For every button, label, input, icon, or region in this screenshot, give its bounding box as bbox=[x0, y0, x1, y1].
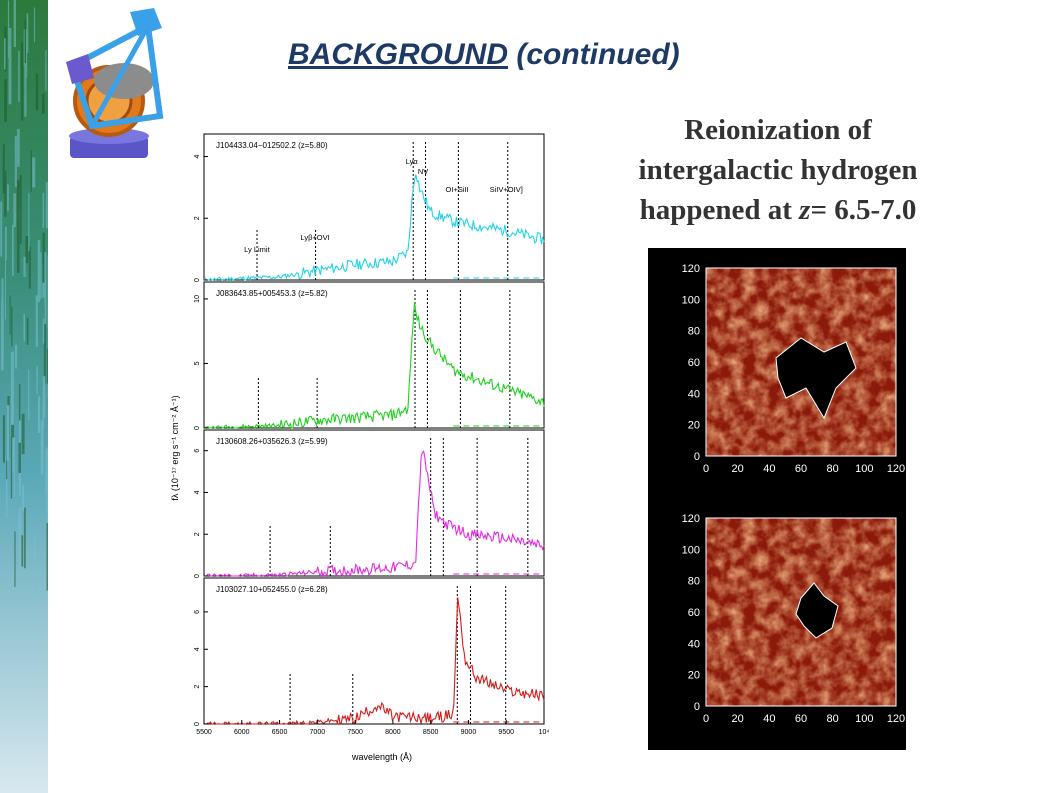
spectrum-line bbox=[203, 597, 545, 726]
x-tick-label: 0 bbox=[703, 463, 709, 475]
panel-label: J083643.85+005453.3 (z=5.82) bbox=[216, 289, 328, 298]
emission-line-label: Ly Limit bbox=[244, 245, 270, 254]
x-tick-label: 6000 bbox=[234, 729, 250, 736]
x-tick-label: 40 bbox=[763, 463, 775, 475]
x-tick-label: 80 bbox=[827, 713, 839, 725]
y-tick-label: 0 bbox=[194, 574, 201, 578]
y-tick-label: 40 bbox=[688, 388, 700, 400]
emission-line-label: Lyα bbox=[406, 157, 419, 166]
y-tick-label: 80 bbox=[688, 576, 700, 588]
subtitle-line-3-rest: = 6.5-7.0 bbox=[810, 194, 917, 226]
y-tick-label: 120 bbox=[682, 513, 700, 525]
subtitle-variable-z: z bbox=[799, 194, 811, 226]
panel-label: J104433.04−012502.2 (z=5.80) bbox=[216, 141, 328, 150]
x-tick-label: 8500 bbox=[423, 729, 439, 736]
y-tick-label: 100 bbox=[682, 544, 700, 556]
reionization-simulation-maps: 0020204040606080801001001201200020204040… bbox=[648, 248, 906, 750]
y-axis-label: fλ (10⁻¹⁷ erg s⁻¹ cm⁻² Å⁻¹) bbox=[170, 395, 180, 500]
x-tick-label: 60 bbox=[795, 713, 807, 725]
x-tick-label: 8000 bbox=[385, 729, 401, 736]
spectrum-line bbox=[204, 450, 545, 579]
y-tick-label: 60 bbox=[688, 357, 700, 369]
x-tick-label: 10⁴ bbox=[539, 729, 550, 736]
y-tick-label: 5 bbox=[194, 361, 201, 365]
spectrum-line bbox=[203, 174, 545, 282]
spectrum-panel: J104433.04−012502.2 (z=5.80) 0 2 4 bbox=[194, 133, 545, 282]
x-tick-label: 0 bbox=[703, 713, 709, 725]
y-tick-label: 20 bbox=[688, 670, 700, 682]
ionized-region bbox=[795, 582, 839, 639]
x-tick-label: 120 bbox=[887, 463, 905, 475]
y-tick-label: 6 bbox=[194, 449, 201, 453]
x-tick-label: 7500 bbox=[347, 729, 363, 736]
x-tick-label: 40 bbox=[763, 713, 775, 725]
emission-line-label: SiIV+OIV] bbox=[490, 185, 523, 194]
panel-frame bbox=[203, 577, 545, 725]
emission-line-label: Lyβ+OVI bbox=[300, 233, 329, 242]
x-tick-label: 100 bbox=[855, 713, 873, 725]
y-tick-label: 0 bbox=[194, 722, 201, 726]
y-tick-label: 4 bbox=[194, 490, 201, 494]
x-axis-label: wavelength (Å) bbox=[351, 752, 412, 762]
spectrum-panel: J083643.85+005453.3 (z=5.82) 0 5 10 bbox=[194, 281, 545, 431]
y-tick-label: 0 bbox=[694, 451, 700, 463]
x-tick-label: 100 bbox=[855, 463, 873, 475]
title-rest: (continued) bbox=[508, 38, 680, 71]
y-tick-label: 80 bbox=[688, 326, 700, 338]
x-tick-label: 20 bbox=[732, 713, 744, 725]
x-tick-label: 60 bbox=[795, 463, 807, 475]
y-tick-label: 2 bbox=[194, 532, 201, 536]
decorative-sidebar bbox=[0, 0, 48, 793]
spectrum-panel: J130608.26+035626.3 (z=5.99) 0 2 4 6 bbox=[194, 429, 545, 579]
panel-frame bbox=[203, 133, 545, 281]
y-tick-label: 4 bbox=[194, 647, 201, 651]
density-map: 00 20 20 40 40 60 60 80 80 100 100 120 120 bbox=[682, 263, 906, 475]
emission-line-label: OI+SiII bbox=[446, 185, 469, 194]
title-main: BACKGROUND bbox=[288, 38, 508, 71]
y-tick-label: 2 bbox=[194, 216, 201, 220]
y-tick-label: 0 bbox=[694, 701, 700, 713]
x-tick-label: 120 bbox=[887, 713, 905, 725]
panel-frame bbox=[203, 281, 545, 429]
slide-subtitle: Reionization of intergalactic hydrogen h… bbox=[578, 110, 978, 230]
y-tick-label: 6 bbox=[194, 610, 201, 614]
y-tick-label: 4 bbox=[194, 154, 201, 158]
spectrum-panel: J103027.10+052455.0 (z=6.28) 0 2 4 6 bbox=[194, 577, 545, 726]
subtitle-line-1: Reionization of bbox=[684, 114, 872, 146]
spectrum-line bbox=[203, 302, 545, 431]
y-tick-label: 10 bbox=[194, 295, 201, 303]
x-tick-label: 20 bbox=[732, 463, 744, 475]
panel-label: J103027.10+052455.0 (z=6.28) bbox=[216, 585, 328, 594]
quasar-spectra-chart: J104433.04−012502.2 (z=5.80) 0 2 4 J083643.8… bbox=[170, 133, 550, 762]
panel-label: J130608.26+035626.3 (z=5.99) bbox=[216, 437, 328, 446]
y-tick-label: 40 bbox=[688, 638, 700, 650]
spectra-panels: J104433.04−012502.2 (z=5.80) 0 2 4 J083643.8… bbox=[194, 133, 550, 736]
y-tick-label: 100 bbox=[682, 294, 700, 306]
x-tick-label: 6500 bbox=[272, 729, 288, 736]
ionized-region bbox=[775, 337, 857, 420]
subtitle-line-3: happened at z= 6.5-7.0 bbox=[578, 190, 978, 230]
density-map: 00 20 20 40 40 60 60 80 80 100 100 120 120 bbox=[682, 513, 906, 725]
subtitle-line-2: intergalactic hydrogen bbox=[638, 154, 918, 186]
map-frame bbox=[705, 267, 897, 457]
y-tick-label: 2 bbox=[194, 685, 201, 689]
slide-title: BACKGROUND (continued) bbox=[288, 38, 788, 72]
y-tick-label: 0 bbox=[194, 426, 201, 430]
y-tick-label: 0 bbox=[194, 278, 201, 282]
x-tick-label: 5500 bbox=[196, 729, 212, 736]
x-tick-label: 9500 bbox=[498, 729, 514, 736]
emission-line-label: NV bbox=[418, 167, 428, 176]
subtitle-line-3-prefix: happened at bbox=[639, 194, 800, 226]
x-tick-label: 80 bbox=[827, 463, 839, 475]
map-frame bbox=[705, 517, 897, 707]
y-tick-label: 120 bbox=[682, 263, 700, 275]
y-tick-label: 20 bbox=[688, 420, 700, 432]
panel-frame bbox=[203, 429, 545, 577]
x-tick-label: 9000 bbox=[461, 729, 477, 736]
telescope-logo-icon bbox=[66, 8, 164, 158]
x-tick-label: 7000 bbox=[310, 729, 326, 736]
y-tick-label: 60 bbox=[688, 607, 700, 619]
